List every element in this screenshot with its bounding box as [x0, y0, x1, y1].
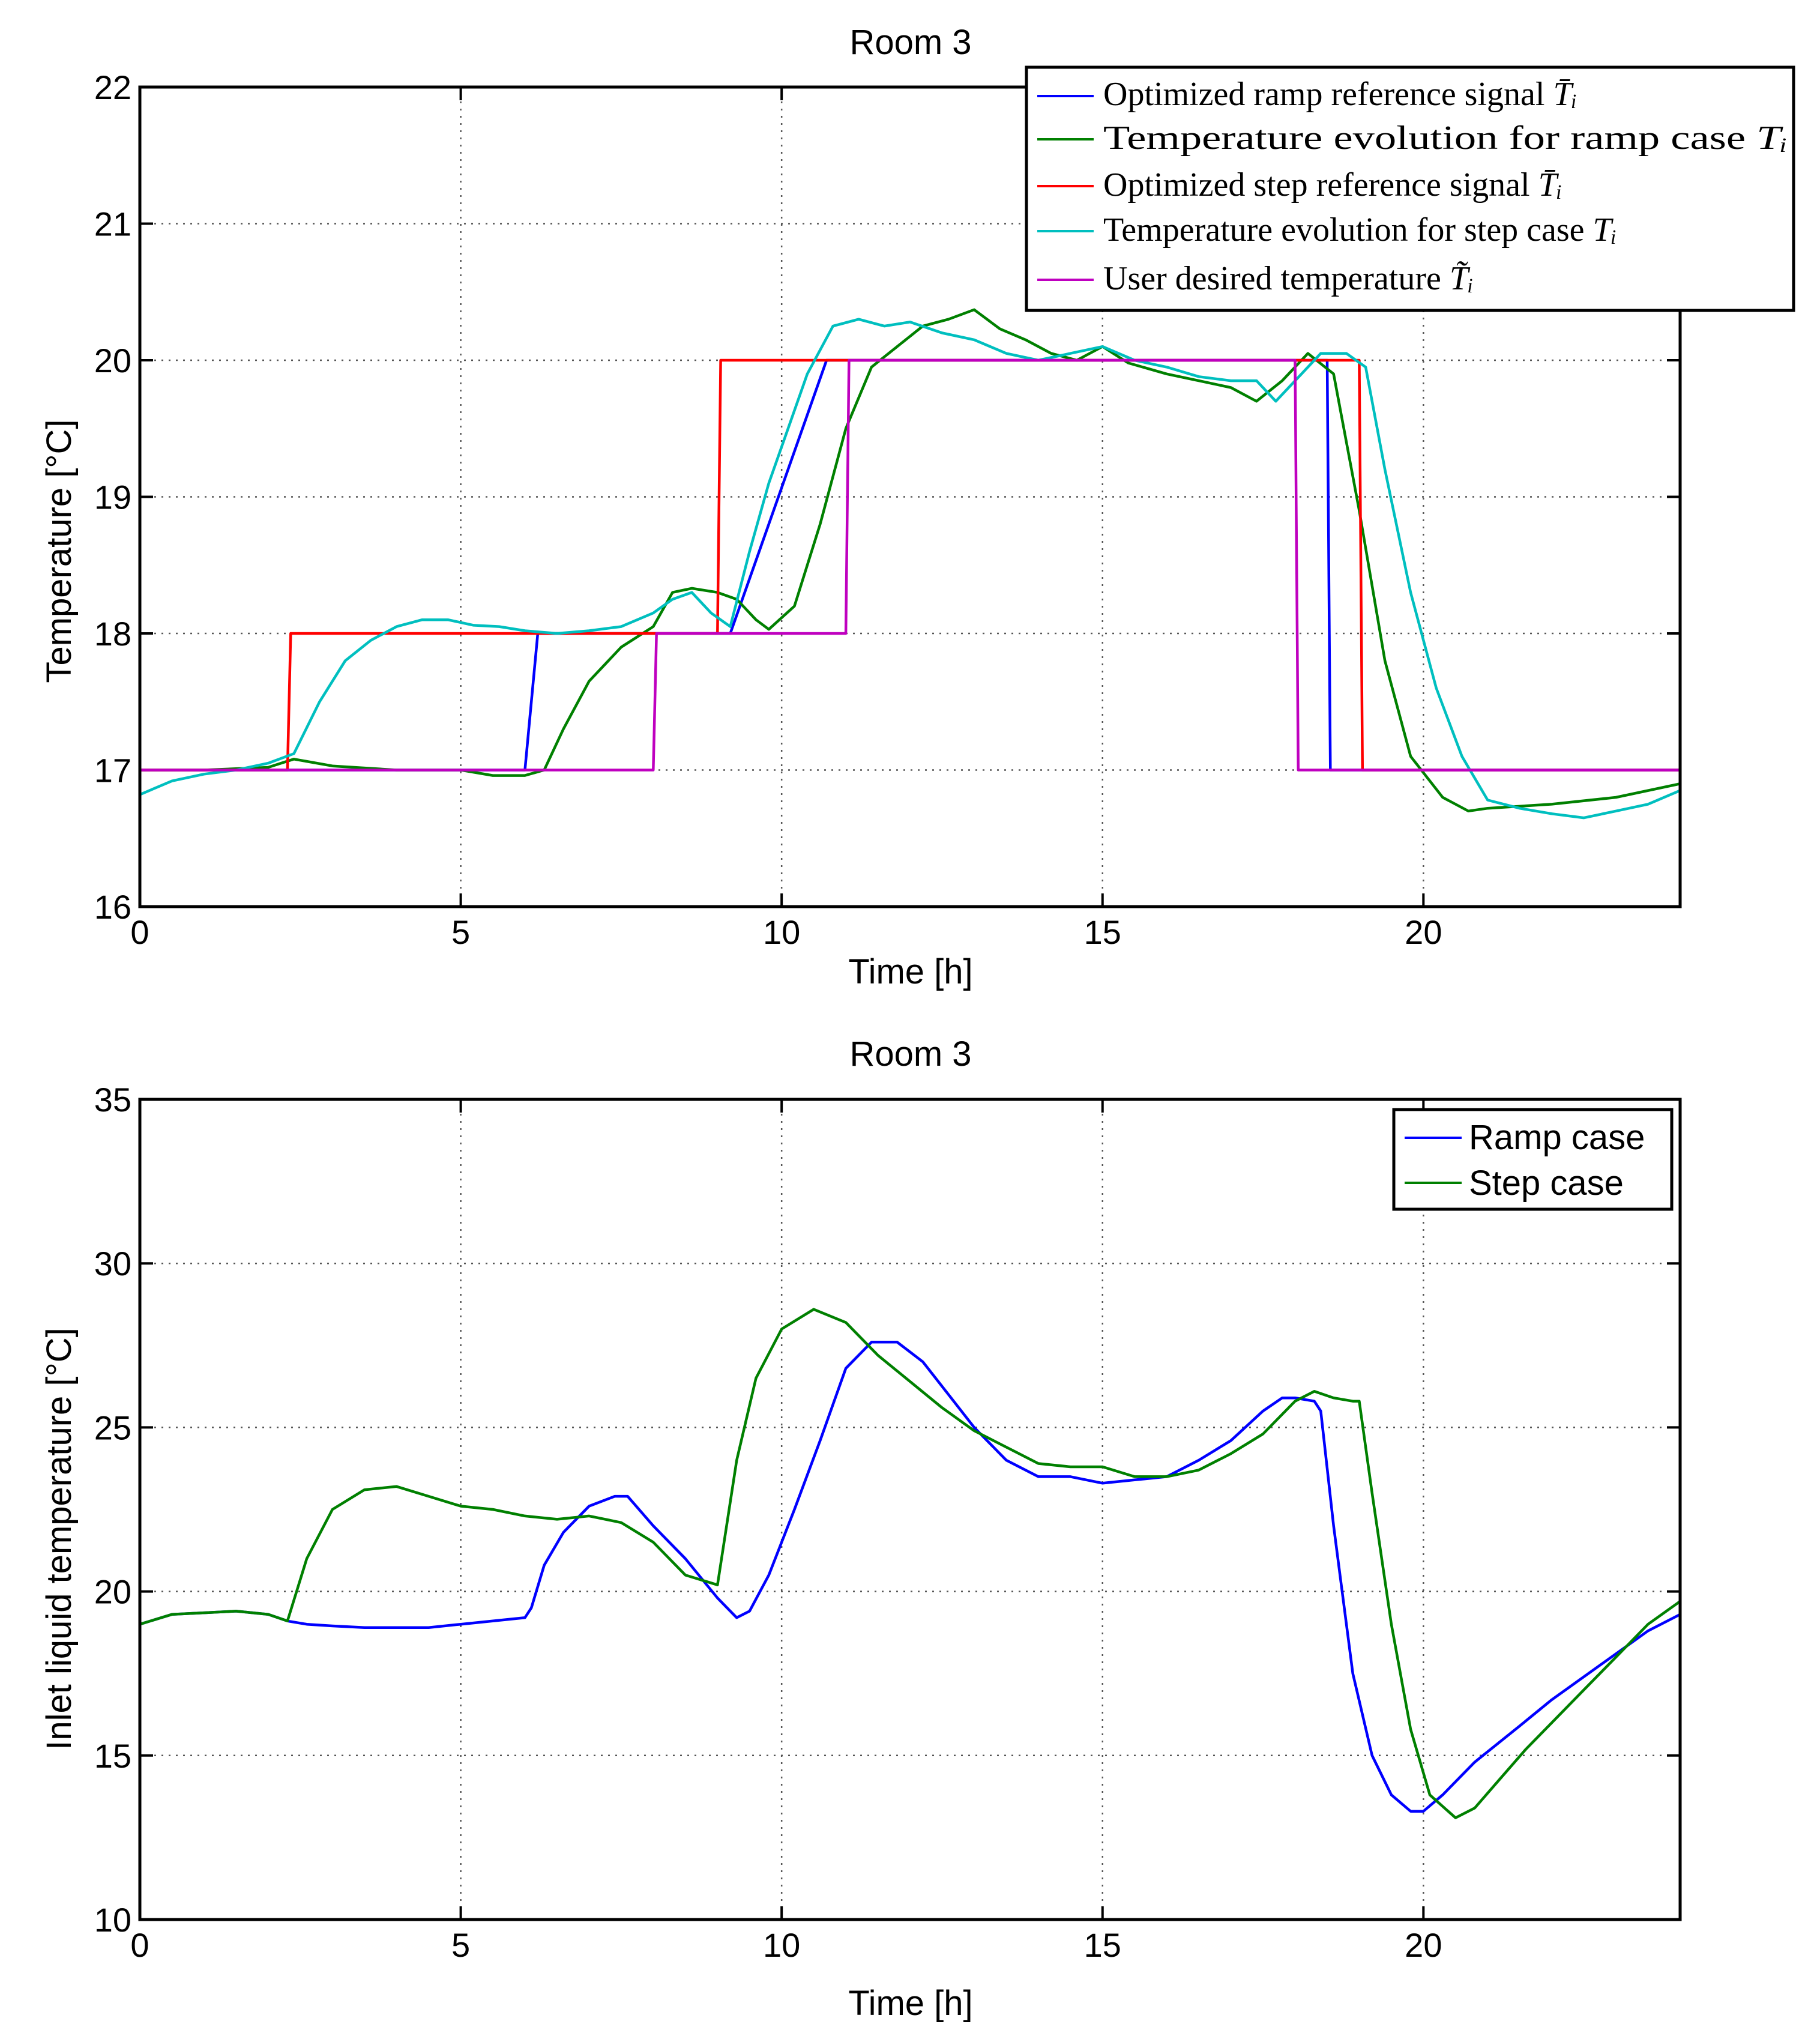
legend-item: Step case — [1405, 1164, 1624, 1203]
series-lines — [139, 1308, 1681, 1819]
series-line-2 — [140, 308, 1681, 813]
legend-label: Optimized ramp reference signal T̄ᵢ — [1103, 76, 1577, 113]
legend-item: Temperature evolution for ramp case Tᵢ — [1037, 119, 1788, 157]
y-tick-label: 30 — [94, 1245, 131, 1282]
plot-frame — [138, 1098, 1682, 1921]
x-tick-label: 5 — [451, 913, 470, 951]
y-tick-label: 35 — [94, 1081, 131, 1119]
series-lines — [139, 308, 1681, 820]
chart-temperature: Room 3 Time [h] Temperature [°C] 0 5 10 15 2… — [40, 23, 1795, 991]
y-tick-label: 17 — [94, 752, 131, 790]
x-tick-label: 15 — [1084, 1926, 1121, 1964]
legend-item: User desired temperature T̃ᵢ — [1037, 260, 1474, 297]
x-tick-label: 10 — [763, 1926, 800, 1964]
plot-frame — [138, 85, 1682, 908]
y-tick-label: 19 — [94, 479, 131, 516]
legend-label: Temperature evolution for ramp case Tᵢ — [1103, 119, 1788, 157]
legend-label: User desired temperature T̃ᵢ — [1103, 260, 1474, 297]
series-line-5 — [140, 358, 1680, 772]
x-tick-label: 15 — [1084, 913, 1121, 951]
chart-title: Room 3 — [849, 23, 971, 62]
y-tick-label: 16 — [94, 888, 131, 926]
series-line-3 — [140, 358, 1680, 772]
y-tick-label: 25 — [94, 1409, 131, 1446]
tick-labels: 0 5 10 15 20 16 17 18 19 20 21 22 — [94, 68, 1442, 951]
x-tick-label: 0 — [130, 913, 149, 951]
series-line-2 — [139, 1308, 1681, 1819]
y-tick-label: 10 — [94, 1901, 131, 1939]
y-tick-label: 18 — [94, 615, 131, 653]
y-axis-label: Inlet liquid temperature [°C] — [40, 1328, 79, 1750]
legend-label: Ramp case — [1469, 1118, 1645, 1157]
y-tick-label: 22 — [94, 68, 131, 106]
legend-label: Step case — [1469, 1164, 1624, 1203]
legend-item: Temperature evolution for step case Tᵢ — [1037, 211, 1617, 249]
legend-item: Ramp case — [1405, 1118, 1645, 1157]
y-tick-label: 15 — [94, 1737, 131, 1775]
legend: Optimized ramp reference signal T̄ᵢ Temp… — [1025, 65, 1795, 312]
x-tick-label: 20 — [1405, 913, 1442, 951]
x-tick-label: 10 — [763, 913, 800, 951]
legend-item: Optimized step reference signal T̄ᵢ — [1037, 166, 1562, 204]
x-axis-label: Time [h] — [848, 952, 972, 991]
series-line-4 — [139, 318, 1681, 820]
y-tick-label: 20 — [94, 1573, 131, 1611]
legend: Ramp case Step case — [1392, 1108, 1674, 1211]
chart-title: Room 3 — [849, 1035, 971, 1074]
chart-inlet-liquid: Room 3 Time [h] Inlet liquid temperature… — [40, 1035, 1682, 2023]
y-tick-label: 20 — [94, 342, 131, 379]
tick-labels: 0 5 10 15 20 10 15 20 25 30 35 — [94, 1081, 1442, 1964]
legend-box — [1025, 65, 1795, 312]
x-axis-label: Time [h] — [848, 1984, 972, 2023]
series-line-1 — [139, 1341, 1681, 1813]
y-axis-label: Temperature [°C] — [40, 419, 79, 683]
y-tick-label: 21 — [94, 205, 131, 243]
x-tick-label: 20 — [1405, 1926, 1442, 1964]
legend-label: Optimized step reference signal T̄ᵢ — [1103, 166, 1562, 204]
legend-label: Temperature evolution for step case Tᵢ — [1103, 211, 1617, 249]
x-tick-label: 5 — [451, 1926, 470, 1964]
legend-box — [1392, 1108, 1674, 1211]
legend-item: Optimized ramp reference signal T̄ᵢ — [1037, 76, 1577, 113]
x-tick-label: 0 — [130, 1926, 149, 1964]
